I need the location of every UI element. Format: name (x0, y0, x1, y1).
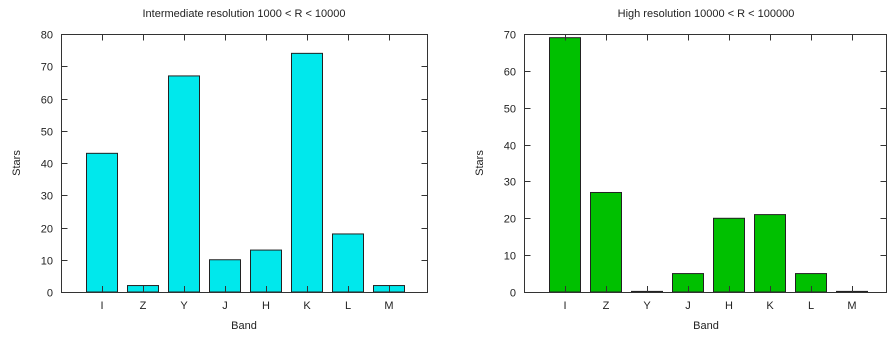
chart-title: Intermediate resolution 1000 < R < 10000 (142, 8, 345, 20)
bar-k (291, 52, 323, 293)
x-tick-label: Y (180, 300, 188, 312)
y-tick-label: 80 (41, 30, 53, 42)
x-tick-label: M (847, 300, 856, 312)
chart-high-resolution: High resolution 10000 < R < 100000 Band … (474, 8, 887, 332)
x-tick-label: J (685, 300, 691, 312)
x-tick-label: H (262, 300, 270, 312)
x-axis-label: Band (693, 320, 719, 332)
x-tick-label: L (808, 300, 814, 312)
y-tick-label: 50 (41, 127, 53, 139)
y-tick-label: 30 (41, 191, 53, 203)
y-tick-label: 70 (504, 30, 516, 42)
y-tick-label: 20 (504, 214, 516, 226)
y-tick-label: 10 (41, 256, 53, 268)
y-tick-label: 40 (504, 141, 516, 153)
x-tick-label: I (100, 300, 103, 312)
bar-z (590, 191, 622, 293)
tick-group: 0 10 20 30 40 50 60 70 80 I Z Y J H K L M (41, 30, 428, 312)
y-axis-label: Stars (474, 150, 486, 176)
y-tick-label: 60 (504, 67, 516, 79)
bar-k (754, 214, 786, 293)
bar-l (332, 233, 364, 293)
bar-h (713, 217, 745, 293)
x-axis-label: Band (231, 320, 257, 332)
y-tick-label: 70 (41, 62, 53, 74)
x-tick-label: Z (140, 300, 147, 312)
chart-title: High resolution 10000 < R < 100000 (618, 8, 795, 20)
tick-group: 0 10 20 30 40 50 60 70 I Z Y J H K L M (504, 30, 887, 312)
y-tick-label: 60 (41, 95, 53, 107)
y-tick-label: 20 (41, 224, 53, 236)
y-tick-label: 10 (504, 251, 516, 263)
bar-h (250, 249, 282, 293)
x-tick-label: K (766, 300, 774, 312)
y-tick-label: 0 (47, 288, 53, 300)
x-tick-label: Z (603, 300, 610, 312)
bar-i (549, 37, 581, 293)
bar-group (549, 37, 868, 293)
x-tick-label: H (725, 300, 733, 312)
bar-group (86, 52, 405, 293)
y-axis-label: Stars (11, 150, 23, 176)
x-tick-label: K (303, 300, 311, 312)
y-tick-label: 40 (41, 159, 53, 171)
x-tick-label: L (345, 300, 351, 312)
bar-y (168, 75, 200, 293)
bar-i (86, 152, 118, 293)
chart-intermediate-resolution: Intermediate resolution 1000 < R < 10000… (11, 8, 428, 332)
y-tick-label: 30 (504, 177, 516, 189)
x-tick-label: M (384, 300, 393, 312)
plot-frame (61, 34, 428, 293)
x-tick-label: I (563, 300, 566, 312)
y-tick-label: 0 (510, 288, 516, 300)
y-tick-label: 50 (504, 104, 516, 116)
x-tick-label: J (222, 300, 228, 312)
bar-j (209, 259, 241, 293)
x-tick-label: Y (643, 300, 651, 312)
